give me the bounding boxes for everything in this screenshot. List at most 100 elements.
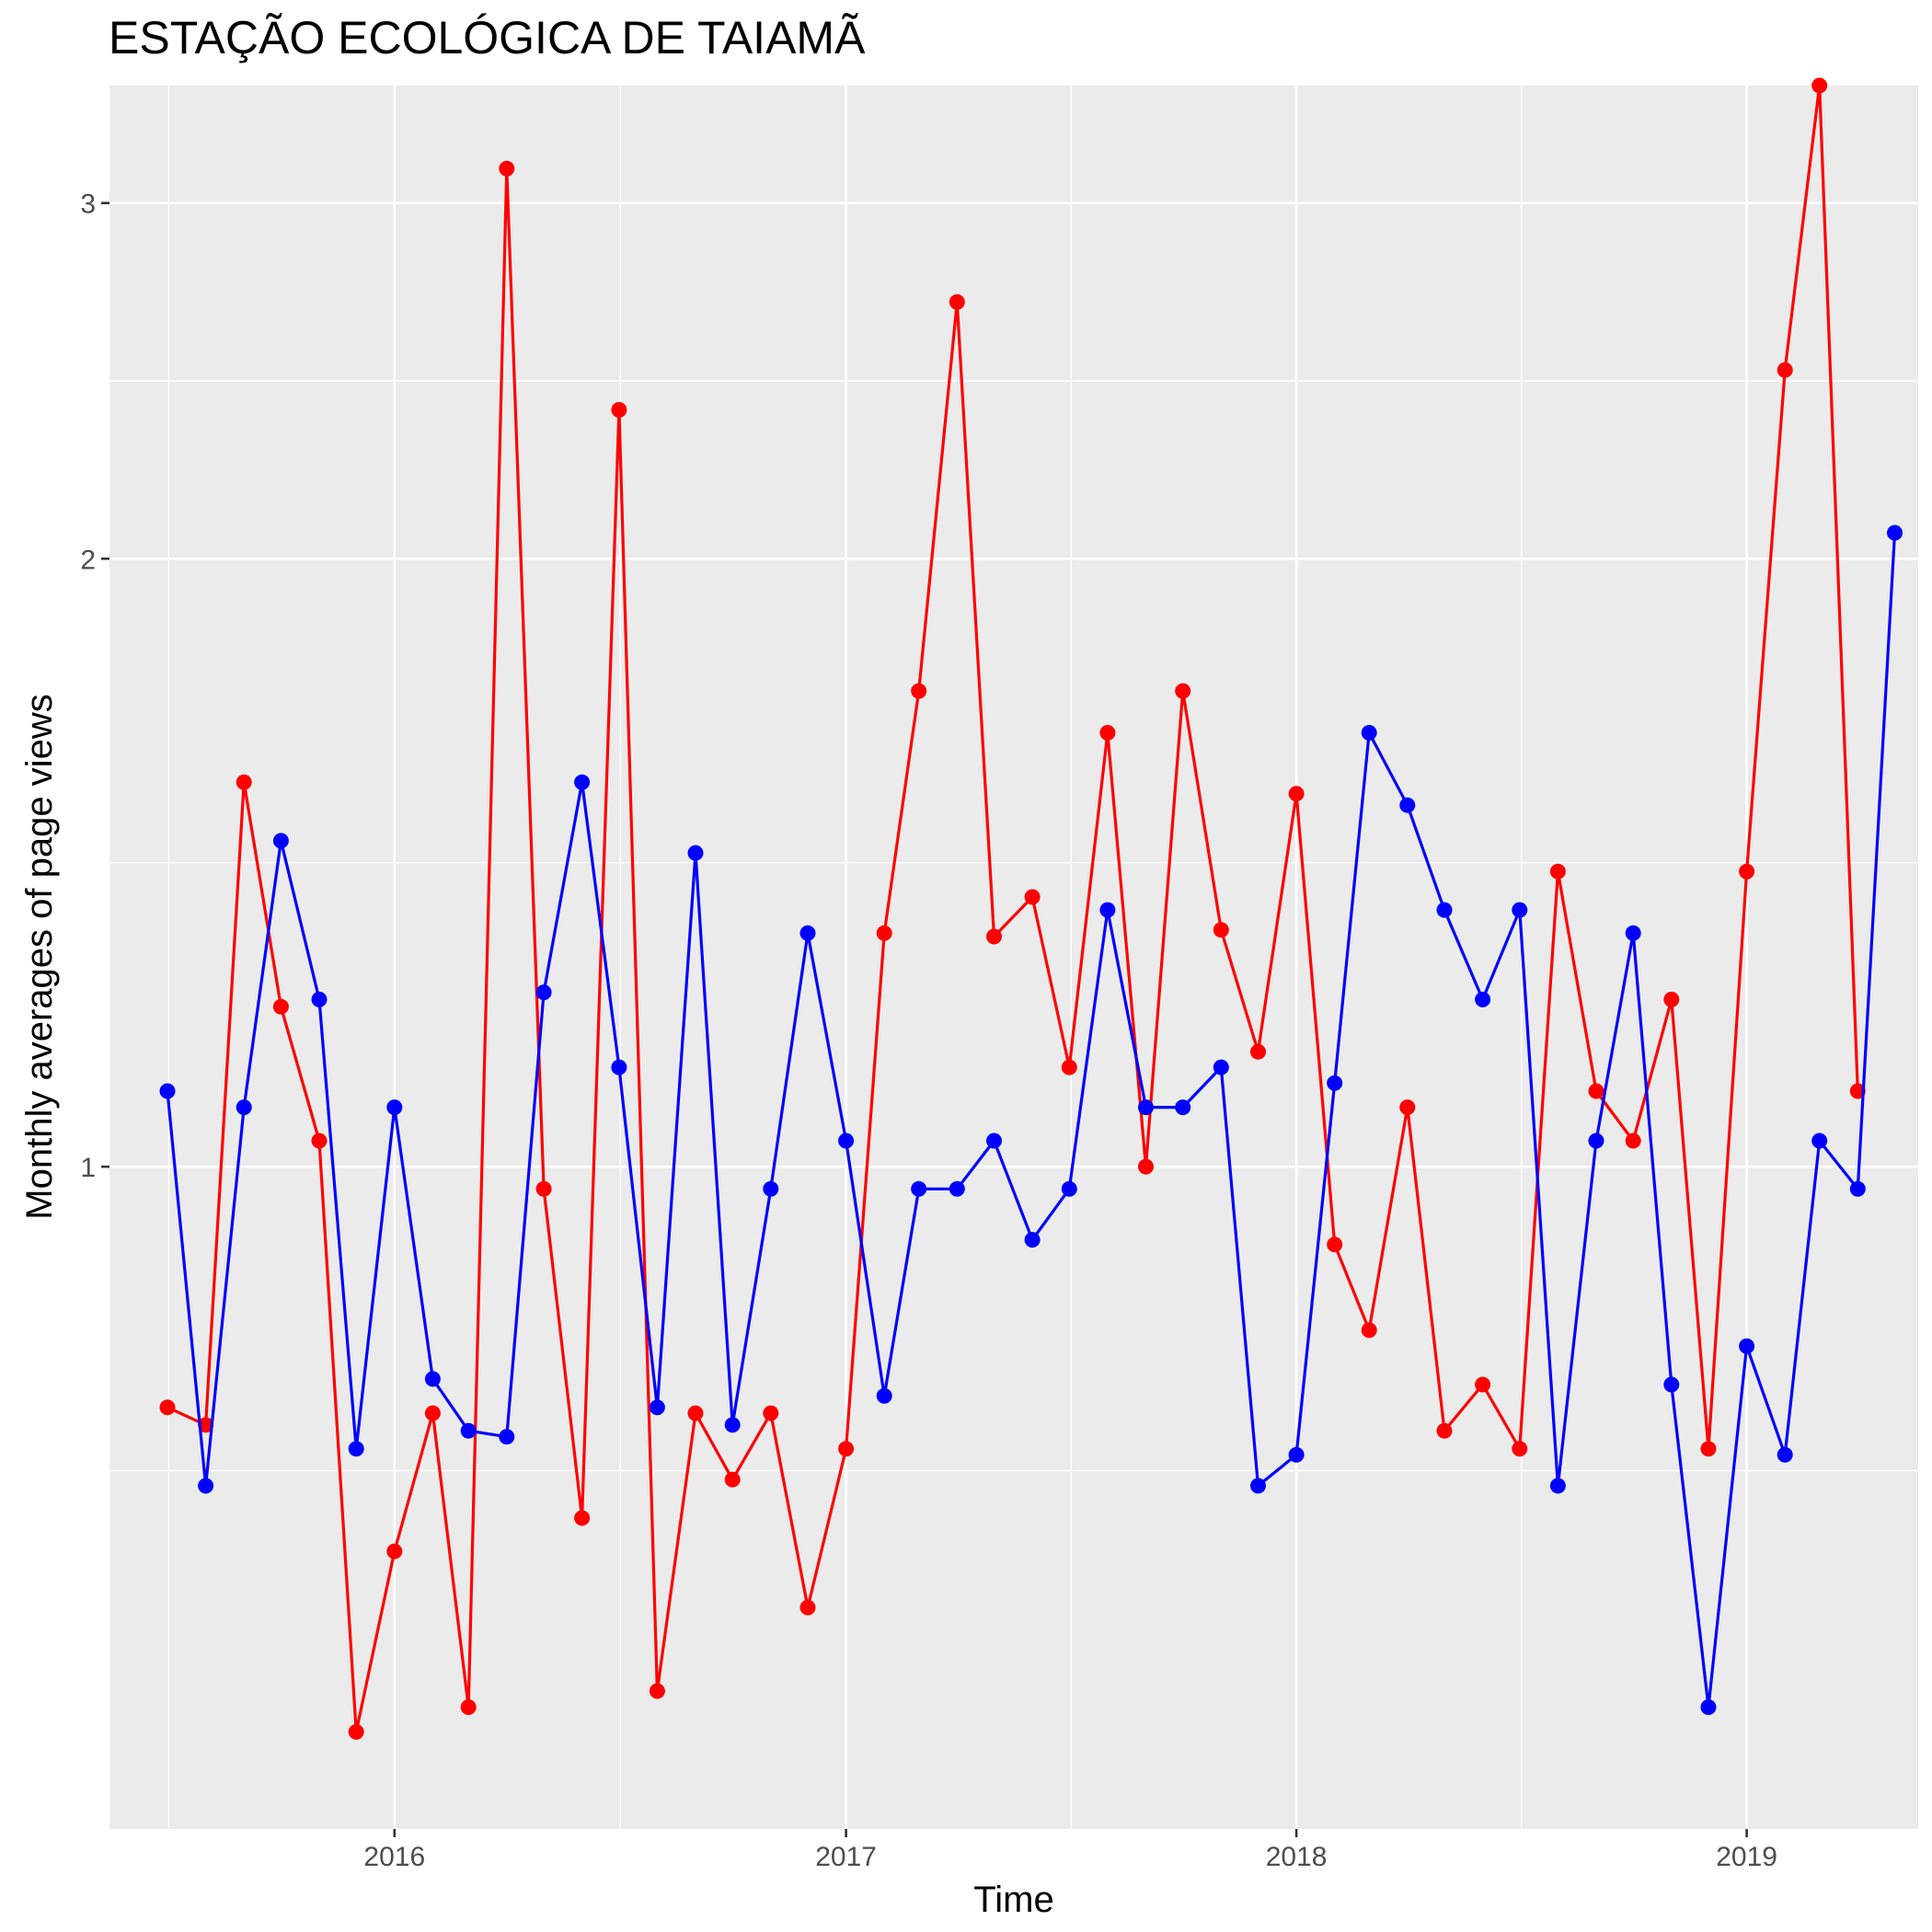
series-1-point [1175,683,1191,699]
series-1-point [348,1724,364,1740]
series-2-point [687,845,704,861]
series-2-point [1061,1180,1077,1197]
series-1-point [687,1405,704,1421]
series-1 [159,77,1866,1740]
series-1-point [424,1405,441,1421]
series-2-point [574,774,591,790]
plot-background [109,86,1918,1829]
x-axis-title: Time [973,1880,1053,1920]
series-2-point [799,925,816,941]
series-1-point [272,998,289,1015]
series-1-point [1213,922,1229,938]
series-1-point [1588,1083,1604,1099]
series-1-point [911,683,927,699]
y-tick-label: 2 [80,545,96,575]
minor-gridlines [109,86,1918,1829]
y-tick-label: 3 [80,190,96,220]
series-2-point [198,1478,214,1494]
series-1-point [1625,1133,1641,1149]
series-2-point [1436,902,1453,918]
series-1-point [499,160,515,177]
series-1-point [1663,991,1680,1007]
series-2-point [1175,1099,1191,1116]
series-2-point [272,833,289,849]
series-2-point [838,1133,855,1149]
series-2-point [311,991,328,1007]
series-2-point [1887,524,1903,541]
series-1-line [167,84,1859,1734]
series-1-point [159,1399,176,1416]
series-2-point [1700,1699,1717,1716]
series-1-point [535,1180,552,1197]
series-1-point [1700,1441,1717,1457]
series-1-point [1024,889,1041,905]
series-2-point [236,1099,252,1116]
series-1-point [1549,863,1566,880]
x-tick-label: 2019 [1716,1842,1777,1872]
series-layer [159,77,1903,1740]
series-1-point [1138,1158,1154,1175]
series-2-point [460,1422,477,1439]
series-2-point [424,1371,441,1387]
series-1-point [1739,863,1755,880]
series-2-point [1250,1478,1266,1494]
series-2-point [1361,725,1377,741]
series-1-point [1777,362,1793,378]
series-2-point [649,1399,665,1416]
series-1-point [198,1417,214,1433]
series-1-point [724,1471,741,1488]
series-2-point [1663,1376,1680,1393]
series-2-point [348,1441,364,1457]
series-2-point [499,1429,515,1445]
series-2-point [911,1180,927,1197]
series-1-point [1475,1376,1491,1393]
series-2-point [949,1180,965,1197]
series-1-point [949,293,965,310]
series-2-point [535,984,552,1001]
series-1-point [1399,1099,1416,1116]
series-2 [159,524,1903,1716]
series-2-point [724,1417,741,1433]
series-2-point [1213,1059,1229,1075]
series-1-point [1061,1059,1077,1075]
series-1-point [1099,725,1116,741]
series-1-point [611,402,627,418]
series-2-point [1811,1133,1828,1149]
axes: 2016 2017 2018 2019 1 2 3 [80,190,1777,1872]
series-1-point [763,1405,779,1421]
series-1-point [1512,1441,1528,1457]
series-1-point [574,1510,591,1526]
series-2-point [1739,1338,1755,1354]
x-tick-label: 2017 [815,1842,877,1872]
series-2-point [763,1180,779,1197]
series-2-point [1512,902,1528,918]
series-1-point [1288,786,1305,802]
series-2-point [1849,1180,1866,1197]
series-1-point [236,774,252,790]
x-tick-label: 2016 [363,1842,425,1872]
series-2-point [1475,991,1491,1007]
series-1-point [460,1699,477,1716]
series-1-point [1327,1236,1343,1253]
series-2-point [986,1133,1002,1149]
series-1-point [1250,1043,1266,1060]
series-2-point [1549,1478,1566,1494]
series-1-point [876,925,892,941]
series-2-point [1288,1446,1305,1463]
series-1-point [1361,1322,1377,1339]
series-1-point [1811,77,1828,94]
series-2-point [1777,1446,1793,1463]
series-1-point [799,1599,816,1616]
series-2-point [1327,1075,1343,1091]
series-2-point [1399,797,1416,813]
series-1-point [838,1441,855,1457]
series-2-point [1138,1099,1154,1116]
series-2-point [386,1099,403,1116]
major-gridlines [109,86,1918,1829]
y-axis-title: Monthly averages of page views [19,694,60,1219]
series-1-point [986,928,1002,945]
x-tick-label: 2018 [1266,1842,1328,1872]
series-2-point [876,1387,892,1404]
chart-title: ESTAÇÃO ECOLÓGICA DE TAIAMÃ [109,12,866,63]
